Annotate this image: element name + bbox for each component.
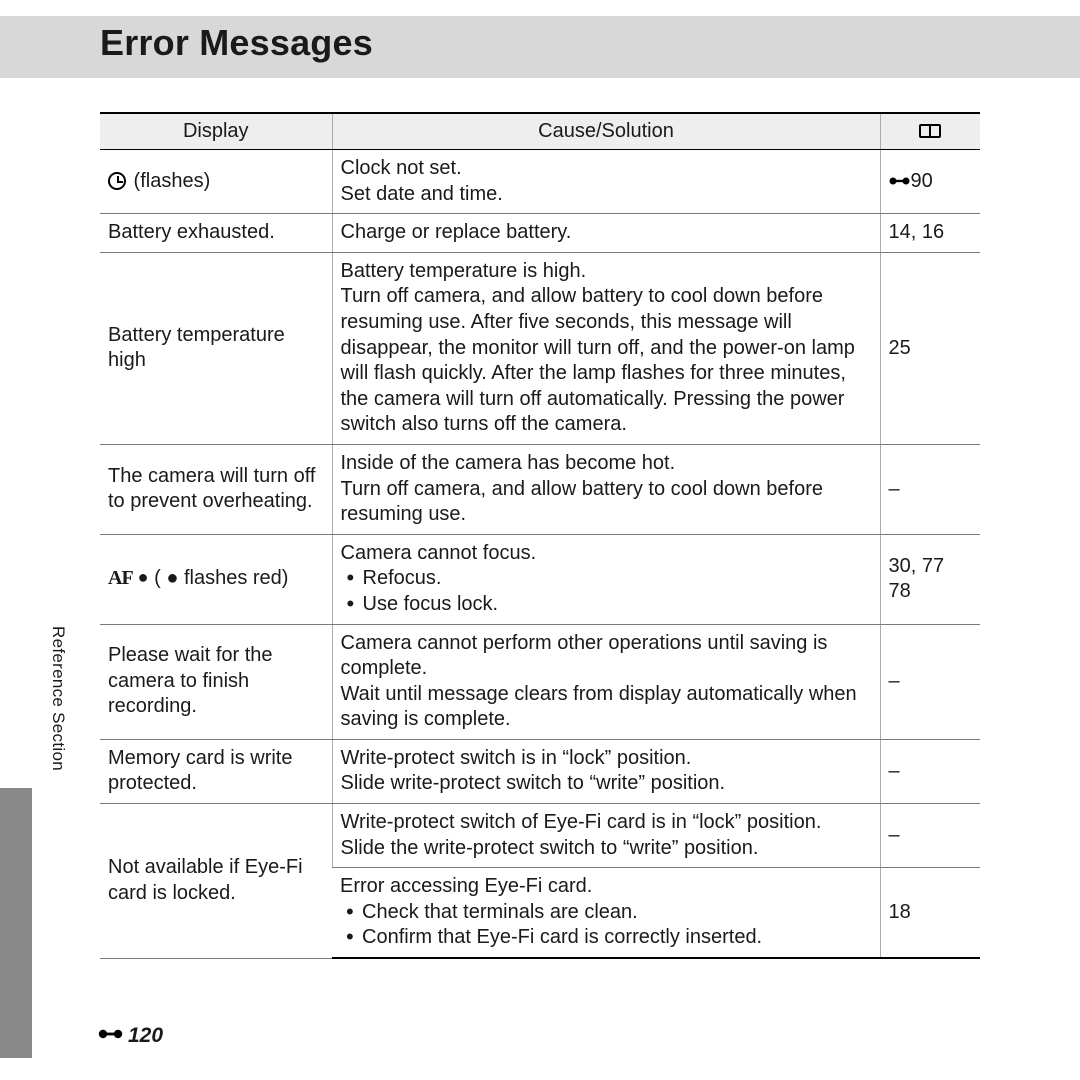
display-text: ( ● flashes red) — [149, 567, 289, 589]
display-cell: The camera will turn off to prevent over… — [100, 444, 332, 534]
af-icon: AF — [108, 567, 133, 589]
display-text: Memory card is write protected. — [108, 747, 292, 795]
display-text: Battery temperature high — [108, 324, 285, 372]
page-title: Error Messages — [100, 22, 373, 64]
display-cell: AF ● ( ● flashes red) — [100, 534, 332, 624]
reference-value: 14, 16 — [889, 221, 945, 243]
error-table: Display Cause/Solution (flashes) Clock no… — [100, 112, 980, 959]
solution-line: Clock not set. — [341, 156, 872, 182]
header-solution: Cause/Solution — [332, 113, 880, 150]
display-cell: Battery temperature high — [100, 252, 332, 444]
solution-bullets: Check that terminals are clean.Confirm t… — [340, 900, 872, 951]
manual-page: Error Messages Reference Section Display… — [0, 0, 1080, 1080]
display-text: Battery exhausted. — [108, 221, 275, 243]
link-icon — [98, 1025, 124, 1048]
reference-value: 25 — [889, 337, 911, 359]
solution-cell: Camera cannot focus.Refocus.Use focus lo… — [332, 534, 880, 624]
clock-icon — [108, 172, 126, 190]
solution-line: Error accessing Eye-Fi card. — [340, 874, 872, 900]
solution-bullet: Confirm that Eye-Fi card is correctly in… — [340, 925, 872, 951]
solution-cell: Battery temperature is high.Turn off cam… — [332, 252, 880, 444]
table-row: The camera will turn off to prevent over… — [100, 444, 980, 534]
reference-value: – — [889, 478, 900, 500]
solution-cell: Write-protect switch of Eye-Fi card is i… — [332, 804, 880, 868]
display-cell: (flashes) — [100, 150, 332, 214]
table-row: AF ● ( ● flashes red)Camera cannot focus… — [100, 534, 980, 624]
display-text: The camera will turn off to prevent over… — [108, 465, 316, 513]
solution-line: Slide write-protect switch to “write” po… — [341, 771, 872, 797]
table-row: Battery exhausted. Charge or replace batt… — [100, 214, 980, 253]
solution-line: Camera cannot perform other operations u… — [341, 631, 872, 682]
solution-bullets: Refocus.Use focus lock. — [341, 566, 872, 617]
solution-line: Charge or replace battery. — [341, 220, 872, 246]
solution-bullet: Use focus lock. — [341, 592, 872, 618]
book-icon — [919, 124, 941, 138]
solution-line: Turn off camera, and allow battery to co… — [341, 284, 872, 438]
solution-line: Wait until message clears from display a… — [341, 682, 872, 733]
reference-value: – — [889, 824, 900, 846]
solution-line: Battery temperature is high. — [341, 259, 872, 285]
solution-line: Inside of the camera has become hot. — [341, 451, 872, 477]
display-cell: Memory card is write protected. — [100, 739, 332, 803]
focus-dot-icon: ● — [133, 567, 149, 587]
table-row: Battery temperature high Battery temperat… — [100, 252, 980, 444]
solution-line: Set date and time. — [341, 182, 872, 208]
solution-line: Slide the write-protect switch to “write… — [341, 836, 872, 862]
reference-cell: 30, 77 78 — [880, 534, 980, 624]
side-section-label: Reference Section — [48, 626, 68, 771]
reference-value: 30, 77 78 — [889, 555, 945, 603]
solution-line: Write-protect switch is in “lock” positi… — [341, 746, 872, 772]
link-icon — [889, 170, 911, 192]
reference-cell: 14, 16 — [880, 214, 980, 253]
display-text: Please wait for the camera to finish rec… — [108, 644, 273, 717]
reference-value: – — [889, 760, 900, 782]
table-header-row: Display Cause/Solution — [100, 113, 980, 150]
side-tab — [0, 788, 32, 1058]
header-display: Display — [100, 113, 332, 150]
solution-bullet: Refocus. — [341, 566, 872, 592]
reference-cell: – — [880, 804, 980, 868]
display-cell: Please wait for the camera to finish rec… — [100, 624, 332, 739]
display-text: (flashes) — [128, 170, 210, 192]
page-number-value: 120 — [128, 1024, 163, 1048]
solution-cell: Clock not set.Set date and time. — [332, 150, 880, 214]
solution-cell: Charge or replace battery. — [332, 214, 880, 253]
solution-line: Write-protect switch of Eye-Fi card is i… — [341, 810, 872, 836]
table-row: Not available if Eye-Fi card is locked.W… — [100, 804, 980, 868]
reference-cell: 90 — [880, 150, 980, 214]
table-row: Please wait for the camera to finish rec… — [100, 624, 980, 739]
table-row: (flashes) Clock not set.Set date and time… — [100, 150, 980, 214]
reference-cell: 25 — [880, 252, 980, 444]
reference-value: 90 — [911, 170, 933, 192]
reference-cell: – — [880, 739, 980, 803]
solution-cell: Error accessing Eye-Fi card.Check that t… — [332, 868, 880, 958]
page-number: 120 — [98, 1024, 163, 1048]
reference-cell: – — [880, 444, 980, 534]
solution-cell: Inside of the camera has become hot.Turn… — [332, 444, 880, 534]
solution-cell: Camera cannot perform other operations u… — [332, 624, 880, 739]
table-row: Memory card is write protected. Write-pro… — [100, 739, 980, 803]
solution-bullet: Check that terminals are clean. — [340, 900, 872, 926]
solution-line: Camera cannot focus. — [341, 541, 872, 567]
reference-value: 18 — [889, 901, 911, 923]
header-reference — [880, 113, 980, 150]
solution-cell: Write-protect switch is in “lock” positi… — [332, 739, 880, 803]
solution-line: Turn off camera, and allow battery to co… — [341, 477, 872, 528]
reference-cell: 18 — [880, 868, 980, 958]
display-text: Not available if Eye-Fi card is locked. — [108, 856, 303, 904]
display-cell: Battery exhausted. — [100, 214, 332, 253]
reference-value: – — [889, 670, 900, 692]
reference-cell: – — [880, 624, 980, 739]
table-body: (flashes) Clock not set.Set date and time… — [100, 150, 980, 959]
display-cell: Not available if Eye-Fi card is locked. — [100, 804, 332, 958]
